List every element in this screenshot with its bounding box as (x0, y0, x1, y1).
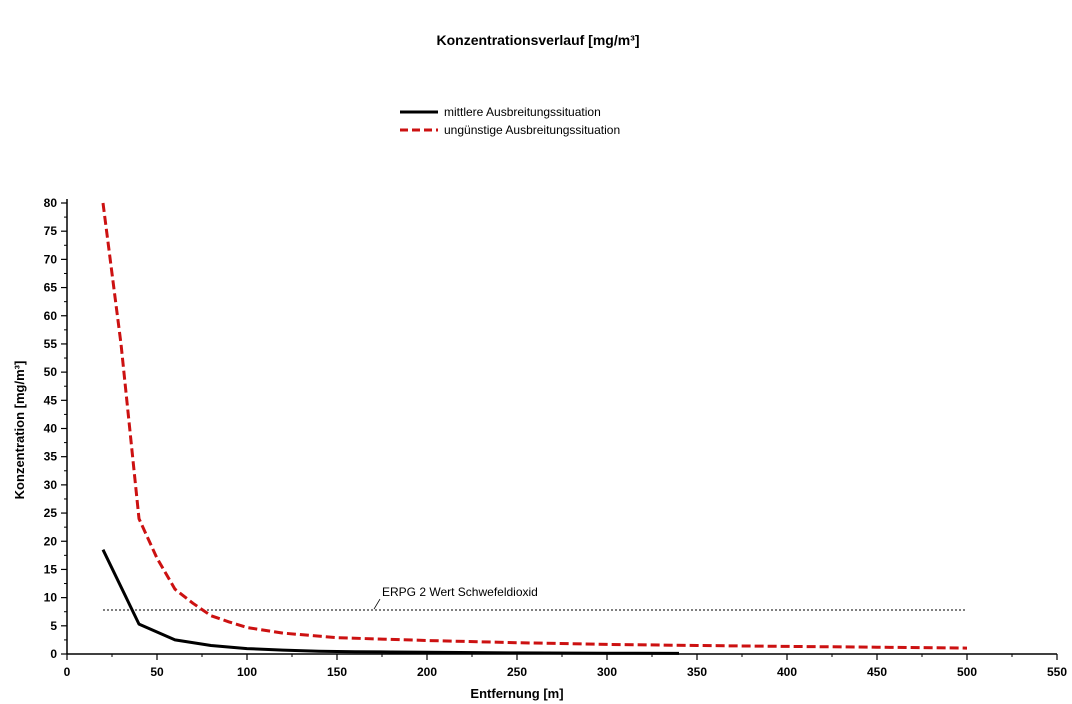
y-axis-label: Konzentration [mg/m³] (12, 361, 27, 500)
x-tick-label: 300 (597, 665, 617, 679)
y-tick-label: 25 (44, 506, 58, 520)
x-tick-label: 200 (417, 665, 437, 679)
legend-label-mittlere: mittlere Ausbreitungssituation (444, 105, 601, 119)
legend-label-unguenstige: ungünstige Ausbreitungssituation (444, 123, 620, 137)
x-tick-label: 50 (150, 665, 164, 679)
y-tick-label: 65 (44, 281, 58, 295)
y-tick-label: 30 (44, 478, 58, 492)
y-tick-label: 5 (50, 619, 57, 633)
y-tick-label: 15 (44, 562, 58, 576)
erpg-reference-label: ERPG 2 Wert Schwefeldioxid (382, 585, 538, 599)
x-axis-label: Entfernung [m] (470, 686, 563, 701)
y-tick-label: 70 (44, 252, 58, 266)
legend: mittlere Ausbreitungssituation ungünstig… (400, 105, 620, 137)
series-line-unguenstige (101, 202, 968, 650)
chart-title: Konzentrationsverlauf [mg/m³] (436, 32, 639, 48)
series-group (101, 202, 968, 655)
reference-line-group: ERPG 2 Wert Schwefeldioxid (103, 585, 967, 611)
y-tick-label: 75 (44, 224, 58, 238)
y-tick-label: 50 (44, 365, 58, 379)
x-tick-label: 100 (237, 665, 257, 679)
series-line-mittlere (101, 549, 680, 655)
x-tick-label: 550 (1047, 665, 1067, 679)
y-tick-label: 20 (44, 534, 58, 548)
axes (61, 199, 1058, 660)
y-tick-label: 60 (44, 309, 58, 323)
x-tick-label: 0 (64, 665, 71, 679)
y-tick-label: 80 (44, 196, 58, 210)
y-tick-label: 45 (44, 393, 58, 407)
y-tick-label: 0 (50, 647, 57, 661)
x-tick-label: 500 (957, 665, 977, 679)
y-tick-label: 40 (44, 422, 58, 436)
erpg-label-leader (373, 598, 381, 610)
x-tick-label: 150 (327, 665, 347, 679)
y-tick-label: 10 (44, 591, 58, 605)
tick-labels: 0 50 100 150 200 250 300 350 400 450 500 550 0 5 10 15 2… (44, 196, 1068, 679)
x-tick-label: 400 (777, 665, 797, 679)
y-tick-label: 35 (44, 450, 58, 464)
x-tick-label: 350 (687, 665, 707, 679)
y-tick-label: 55 (44, 337, 58, 351)
x-tick-label: 250 (507, 665, 527, 679)
x-tick-label: 450 (867, 665, 887, 679)
